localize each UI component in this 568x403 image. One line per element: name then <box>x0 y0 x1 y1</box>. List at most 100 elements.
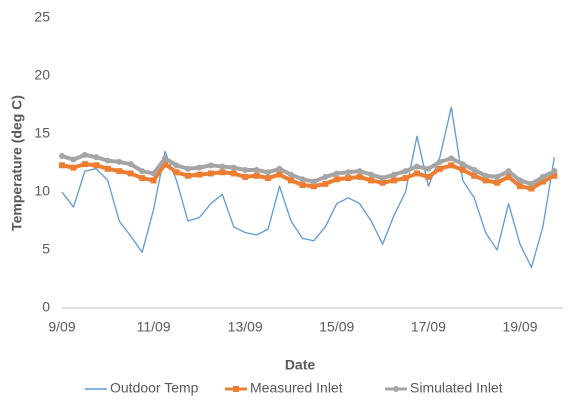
marker <box>93 162 100 169</box>
legend-marker <box>233 386 239 392</box>
marker <box>310 178 317 185</box>
marker <box>242 173 249 180</box>
marker <box>310 183 317 190</box>
marker <box>253 172 260 179</box>
x-tick-label: 9/09 <box>48 319 75 335</box>
marker <box>104 165 111 172</box>
marker <box>127 170 134 177</box>
marker <box>505 173 512 180</box>
series-line <box>61 106 555 269</box>
marker <box>299 176 306 183</box>
marker <box>482 177 489 184</box>
marker <box>539 178 546 185</box>
marker <box>425 173 432 180</box>
marker <box>276 171 283 178</box>
marker <box>276 165 283 172</box>
y-tick-label: 10 <box>34 183 50 199</box>
marker <box>551 168 558 175</box>
marker <box>288 177 294 184</box>
marker <box>265 169 272 176</box>
marker <box>322 173 329 180</box>
marker <box>127 161 134 168</box>
y-tick-label: 20 <box>34 67 50 83</box>
marker <box>345 175 352 182</box>
marker <box>207 162 214 169</box>
marker <box>368 171 375 178</box>
marker <box>459 166 466 173</box>
marker <box>379 179 386 186</box>
marker <box>471 172 478 179</box>
marker <box>150 177 157 184</box>
marker <box>494 173 501 180</box>
legend-label: Outdoor Temp <box>110 380 199 396</box>
marker <box>70 156 77 163</box>
x-tick-label: 13/09 <box>228 319 263 335</box>
marker <box>70 164 77 171</box>
marker <box>517 183 523 190</box>
marker <box>494 179 501 186</box>
x-tick-label: 17/09 <box>411 319 446 335</box>
y-tick-label: 5 <box>42 241 50 257</box>
marker <box>242 166 249 173</box>
marker <box>139 168 146 175</box>
marker <box>482 172 489 179</box>
x-tick-label: 11/09 <box>137 319 171 335</box>
marker <box>230 164 237 171</box>
marker <box>139 175 146 182</box>
marker <box>402 168 409 175</box>
marker <box>196 164 203 171</box>
marker <box>104 157 111 164</box>
marker <box>184 165 191 172</box>
marker <box>219 169 226 176</box>
legend-label: Measured Inlet <box>250 380 343 396</box>
marker <box>81 151 88 158</box>
marker <box>356 168 363 175</box>
marker <box>299 182 306 189</box>
y-tick-label: 25 <box>34 9 50 25</box>
marker <box>116 168 123 175</box>
marker <box>356 173 363 180</box>
marker <box>436 165 443 172</box>
x-tick-label: 15/09 <box>319 319 354 335</box>
marker <box>59 153 65 160</box>
marker <box>162 161 169 168</box>
marker <box>505 168 512 175</box>
marker <box>391 177 398 184</box>
marker <box>333 170 340 177</box>
legend-marker <box>393 386 399 392</box>
marker <box>425 165 432 172</box>
marker <box>436 158 443 165</box>
marker <box>116 158 123 165</box>
marker <box>184 172 191 179</box>
marker <box>150 170 157 177</box>
marker <box>59 162 65 169</box>
marker <box>528 180 535 187</box>
marker <box>230 170 237 177</box>
y-tick-label: 0 <box>42 299 50 315</box>
y-tick-label: 15 <box>34 125 50 141</box>
y-axis-title: Temperature (deg C) <box>9 95 25 231</box>
marker <box>196 171 203 178</box>
marker <box>265 175 272 182</box>
marker <box>402 175 409 182</box>
marker <box>448 155 455 162</box>
marker <box>345 169 352 176</box>
marker <box>539 173 546 180</box>
marker <box>93 154 100 161</box>
marker <box>528 185 535 192</box>
x-tick-label: 19/09 <box>502 319 537 335</box>
legend-label: Simulated Inlet <box>410 380 503 396</box>
marker <box>459 161 466 168</box>
marker <box>471 166 478 173</box>
marker <box>413 163 420 170</box>
marker <box>448 162 455 169</box>
marker <box>413 170 420 177</box>
x-axis-title: Date <box>285 357 316 373</box>
marker <box>219 163 226 170</box>
marker <box>207 170 214 177</box>
marker <box>379 175 386 182</box>
marker <box>517 177 523 184</box>
marker <box>173 169 180 176</box>
marker <box>368 177 375 184</box>
